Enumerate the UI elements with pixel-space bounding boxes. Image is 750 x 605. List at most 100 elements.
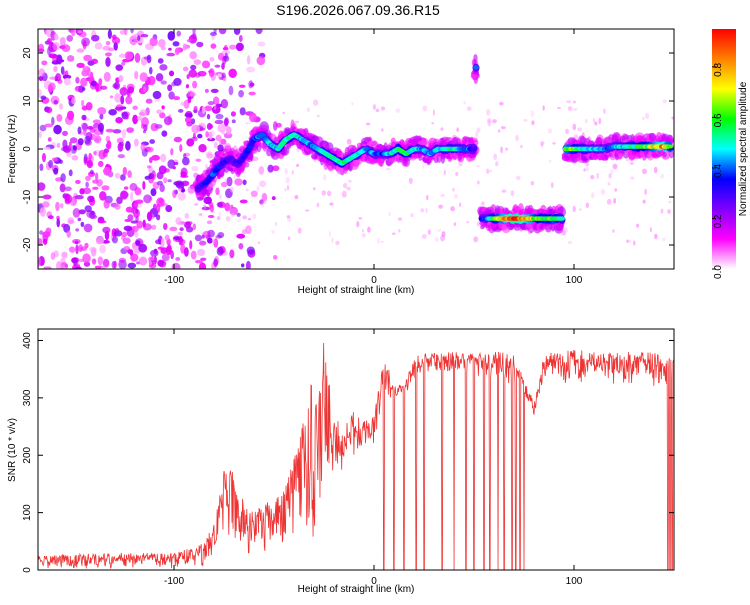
noise-speck	[124, 218, 132, 223]
noise-speck	[213, 142, 218, 149]
ridge-core	[559, 216, 565, 221]
noise-speck	[252, 213, 257, 220]
noise-speck	[598, 117, 602, 125]
noise-speck	[259, 180, 267, 188]
noise-speck	[87, 195, 95, 203]
noise-speck	[45, 106, 53, 114]
noise-speck	[179, 144, 183, 153]
noise-speck	[361, 232, 366, 238]
noise-speck	[667, 209, 671, 214]
noise-speck	[233, 107, 237, 111]
noise-speck	[104, 52, 112, 57]
noise-speck	[47, 215, 54, 220]
noise-speck	[81, 37, 91, 47]
noise-speck	[175, 217, 182, 225]
noise-speck	[99, 191, 107, 201]
noise-speck	[129, 183, 138, 191]
noise-speck	[201, 60, 211, 69]
noise-speck	[118, 53, 126, 58]
noise-speck	[60, 173, 66, 183]
noise-speck	[583, 168, 587, 172]
noise-speck	[185, 84, 190, 89]
noise-speck	[395, 108, 400, 113]
noise-speck	[87, 67, 91, 78]
noise-speck	[193, 59, 202, 65]
noise-speck	[210, 43, 217, 49]
noise-speck	[135, 208, 139, 214]
noise-speck	[71, 154, 79, 161]
noise-speck	[75, 179, 81, 184]
noise-speck	[166, 52, 176, 57]
noise-speck	[233, 29, 241, 35]
spectrogram-xlabel: Height of straight line (km)	[298, 285, 415, 296]
noise-speck	[607, 182, 611, 186]
noise-speck	[113, 81, 120, 90]
noise-speck	[82, 253, 91, 264]
noise-speck	[175, 257, 181, 261]
noise-speck	[179, 227, 184, 232]
noise-speck	[80, 77, 88, 87]
noise-speck	[198, 144, 207, 153]
noise-speck	[109, 95, 114, 99]
noise-speck	[216, 201, 223, 208]
noise-speck	[331, 236, 334, 244]
noise-speck	[134, 70, 139, 80]
noise-speck	[68, 169, 73, 177]
noise-speck	[284, 168, 288, 175]
noise-speck	[213, 258, 218, 267]
noise-speck	[55, 73, 62, 82]
noise-speck	[226, 176, 233, 187]
snr-ticks: -100 0 100 0 100 200 300 400	[22, 329, 674, 587]
spectrogram-ytick-label: 0	[22, 146, 33, 152]
noise-speck	[156, 197, 165, 208]
noise-speck	[159, 184, 165, 193]
noise-speck	[422, 163, 425, 170]
noise-speck	[212, 210, 216, 213]
noise-speck	[342, 182, 348, 189]
snr-ytick-label: 100	[22, 504, 33, 521]
noise-speck	[312, 187, 316, 191]
noise-speck	[124, 51, 134, 61]
noise-speck	[57, 57, 62, 65]
noise-speck	[198, 213, 203, 216]
noise-speck	[63, 266, 67, 269]
noise-speck	[228, 68, 237, 79]
noise-speck	[328, 230, 332, 238]
noise-speck	[40, 95, 47, 100]
noise-speck	[653, 166, 658, 174]
noise-speck	[91, 34, 100, 42]
noise-speck	[207, 214, 215, 219]
noise-speck	[329, 202, 334, 206]
noise-speck	[179, 239, 186, 246]
noise-speck	[193, 106, 198, 111]
noise-speck	[189, 92, 196, 97]
noise-speck	[201, 106, 206, 114]
noise-speck	[443, 169, 446, 176]
noise-speck	[161, 130, 168, 137]
noise-speck	[224, 202, 231, 212]
noise-speck	[56, 113, 63, 122]
noise-speck	[38, 43, 45, 51]
noise-speck	[592, 117, 596, 123]
noise-speck	[341, 190, 347, 198]
noise-speck	[431, 122, 435, 125]
noise-speck	[107, 29, 112, 40]
noise-speck	[668, 200, 672, 204]
noise-speck	[158, 165, 167, 175]
ridge-halo	[662, 152, 667, 158]
noise-speck	[209, 31, 218, 36]
noise-speck	[75, 228, 80, 232]
ridge-halo	[266, 147, 272, 157]
noise-speck	[452, 187, 455, 192]
noise-speck	[188, 69, 197, 78]
noise-speck	[97, 160, 104, 168]
colorbar-ticks: 0.0 0.2 0.4 0.6 0.8	[712, 63, 724, 279]
noise-speck	[316, 114, 320, 118]
noise-speck	[221, 49, 231, 55]
noise-speck	[66, 110, 75, 121]
noise-speck	[121, 234, 126, 241]
noise-speck	[51, 157, 59, 162]
noise-speck	[215, 113, 224, 120]
noise-speck	[152, 203, 157, 211]
noise-speck	[74, 194, 84, 200]
